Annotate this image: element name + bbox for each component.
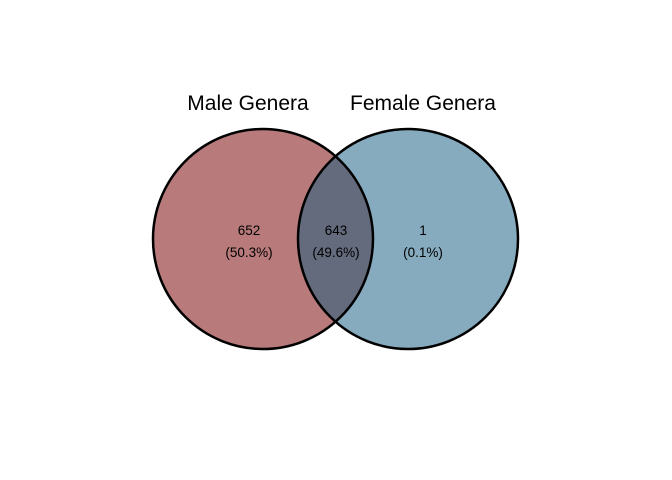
intersection-region bbox=[298, 129, 373, 349]
intersection-count: 643 bbox=[325, 223, 348, 238]
female-only-count: 1 bbox=[419, 223, 427, 238]
male-only-count: 652 bbox=[238, 223, 261, 238]
intersection-percent: (49.6%) bbox=[312, 245, 359, 260]
female-set-outline bbox=[296, 127, 520, 351]
female-only-percent: (0.1%) bbox=[403, 245, 443, 260]
female-set-label: Female Genera bbox=[350, 92, 496, 115]
male-set-label: Male Genera bbox=[187, 92, 309, 115]
male-only-percent: (50.3%) bbox=[225, 245, 272, 260]
male-set-outline bbox=[151, 127, 375, 351]
